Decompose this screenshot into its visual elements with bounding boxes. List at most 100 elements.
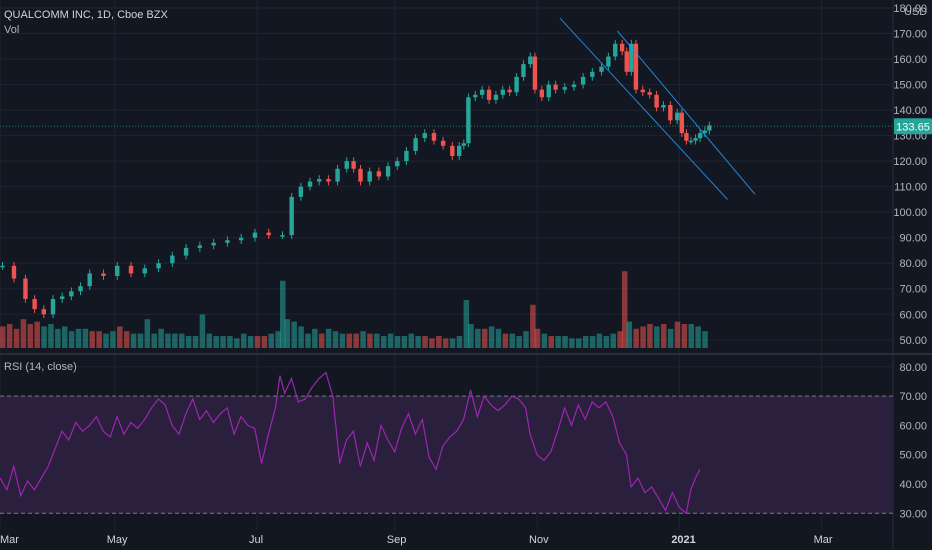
candle-body	[197, 245, 203, 248]
volume-bar	[110, 331, 116, 348]
volume-bar	[610, 333, 616, 348]
volume-bar	[123, 331, 130, 348]
price-tick-label: 50.00	[899, 335, 927, 347]
volume-bar	[27, 324, 34, 348]
volume-bar	[475, 328, 481, 348]
volume-bar	[617, 331, 623, 348]
rsi-band	[0, 395, 893, 514]
candle-body	[69, 291, 74, 297]
candle-body	[479, 89, 485, 95]
x-tick-label: Mar	[0, 534, 19, 546]
candle-body	[385, 166, 391, 177]
candle-body	[156, 263, 161, 269]
volume-bar	[353, 333, 359, 348]
volume-bar	[442, 338, 449, 348]
candle-body	[599, 66, 604, 72]
candle-body	[170, 255, 175, 264]
volume-bar	[640, 326, 646, 348]
volume-bar	[367, 333, 373, 348]
rsi-tick-label: 30.00	[899, 508, 927, 520]
x-tick-label: Mar	[814, 534, 833, 546]
candle-body	[624, 51, 629, 72]
candle-body	[580, 76, 586, 85]
candle-body	[539, 89, 545, 98]
candle-body	[507, 89, 512, 93]
volume-bar	[569, 338, 575, 348]
price-tick-label: 60.00	[899, 309, 927, 321]
trend-channel[interactable]	[559, 17, 756, 200]
volume-bar	[34, 321, 40, 348]
volume-bar	[422, 336, 428, 348]
volume-bar	[502, 333, 509, 348]
candle-body	[307, 181, 313, 187]
volume-bar	[380, 336, 387, 348]
candle-body	[500, 89, 506, 95]
volume-bar	[596, 333, 603, 348]
candle-body	[280, 235, 285, 237]
price-tick-label: 70.00	[899, 284, 927, 296]
volume-bar	[702, 331, 708, 348]
volume-bar	[360, 331, 366, 348]
volume-bar	[456, 336, 463, 348]
volume-bar	[48, 324, 54, 348]
candle-body	[59, 296, 65, 299]
volume-bar	[279, 280, 286, 348]
volume-bar	[647, 324, 653, 348]
candle-body	[87, 273, 92, 287]
volume-bar	[688, 324, 694, 348]
x-tick-label: Jul	[249, 534, 263, 546]
volume-bar	[674, 321, 681, 348]
volume-bar	[103, 333, 109, 348]
volume-bar	[247, 336, 254, 348]
volume-bar	[284, 319, 291, 348]
volume-bars	[0, 271, 708, 348]
candle-body	[613, 43, 618, 57]
candle-body	[693, 138, 698, 141]
candle-body	[431, 133, 437, 141]
rsi-band-fill	[0, 396, 893, 514]
candle-body	[395, 161, 400, 167]
volume-bar	[254, 336, 261, 348]
volume-bar	[298, 326, 304, 348]
price-tick-label: 150.00	[893, 80, 927, 92]
candle-body	[553, 84, 558, 90]
candle-body	[647, 92, 652, 95]
volume-bar	[495, 328, 502, 348]
volume-bar	[319, 333, 325, 348]
volume-bar	[20, 319, 27, 348]
volume-bar	[185, 336, 192, 348]
volume-bar	[96, 331, 102, 348]
volume-bar	[436, 336, 442, 348]
volume-bar	[695, 326, 701, 348]
candle-body	[266, 232, 271, 236]
candle-body	[661, 104, 666, 108]
rsi-title: RSI (14, close)	[4, 361, 77, 373]
candle-body	[532, 56, 538, 90]
channel-line-1	[559, 17, 728, 200]
candle-body	[358, 168, 363, 182]
volume-bar	[55, 328, 61, 348]
volume-bar	[626, 321, 633, 348]
volume-bar	[220, 336, 226, 348]
volume-bar	[548, 336, 555, 348]
volume-bar	[387, 333, 394, 348]
candle-body	[461, 143, 466, 146]
candle-body	[514, 76, 519, 93]
volume-bar	[213, 336, 219, 348]
candle-body	[528, 56, 533, 65]
rsi-tick-label: 40.00	[899, 479, 927, 491]
candle-body	[675, 112, 680, 121]
volume-bar	[41, 326, 47, 348]
volume-bar	[151, 333, 157, 348]
rsi-line	[0, 371, 701, 515]
candle-body	[344, 161, 349, 169]
candle-body	[252, 232, 258, 238]
rsi-tick-label: 80.00	[899, 362, 927, 374]
axes: 50.00 60.00 70.00 80.00 90.00 100.00 110.00 120…	[0, 3, 932, 546]
candle-body	[50, 298, 56, 315]
volume-bar	[576, 338, 582, 348]
volume-bar	[530, 304, 536, 348]
rsi-series-line	[0, 371, 701, 515]
